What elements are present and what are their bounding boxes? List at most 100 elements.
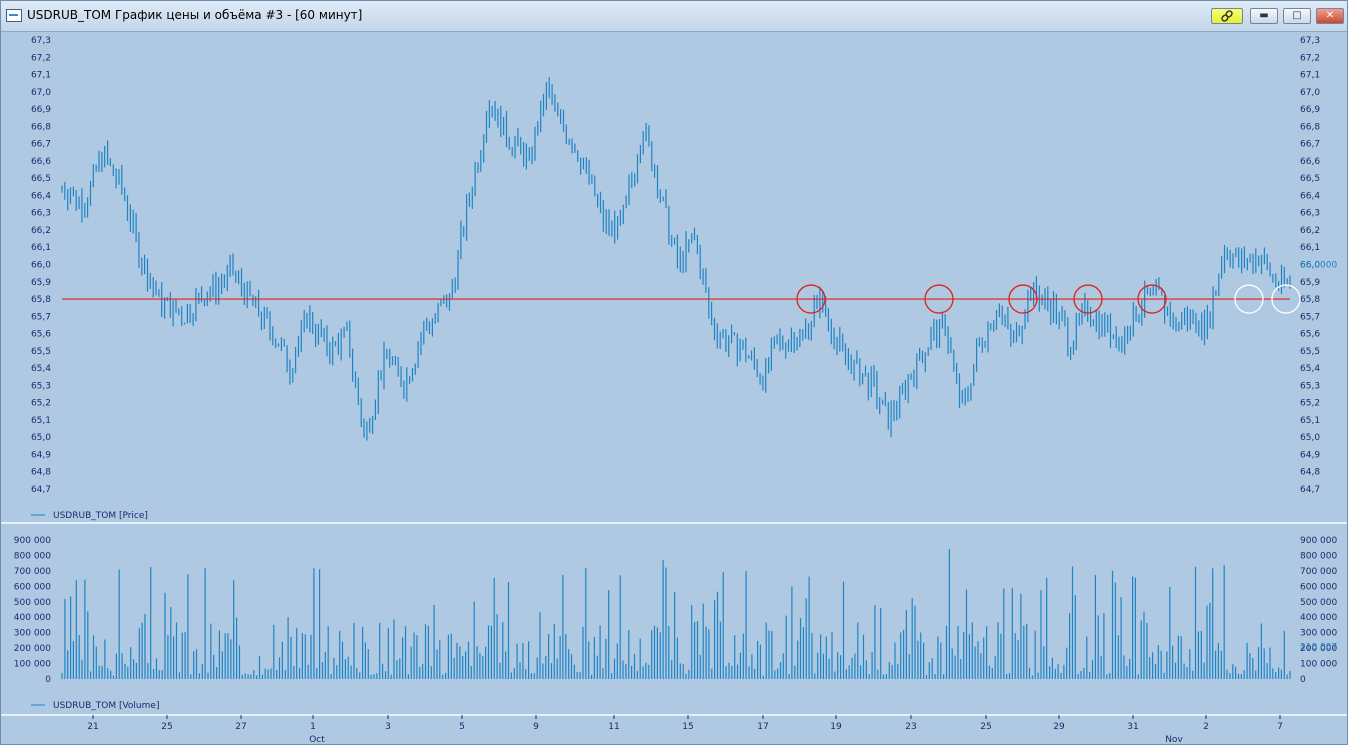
volume-axis-right: 900 000 800 000 700 000 600 000 500 000 400 0… — [1300, 536, 1337, 685]
window-title: USDRUB_TOM График цены и объёма #3 - [60… — [27, 8, 363, 22]
month-label: Nov — [1165, 735, 1183, 744]
price-tick-label: 65,5 — [31, 347, 51, 357]
price-tick-label: 66,8 — [31, 122, 51, 132]
price-tick-label: 66,4 — [31, 191, 51, 201]
price-tick-label: 65,2 — [31, 399, 51, 409]
price-panel: 67,3 67,2 67,1 67,0 66,9 66,8 66,7 66,6 66,5 66,4… — [1, 36, 1347, 524]
price-tick-label: 66,7 — [1300, 140, 1320, 150]
volume-tick-label: 100 000 — [1300, 660, 1337, 670]
price-tick-label: 66,2 — [1300, 226, 1320, 236]
price-tick-label: 65,9 — [1300, 278, 1320, 288]
link-button[interactable] — [1211, 8, 1243, 24]
price-tick-label: 65,4 — [31, 364, 51, 374]
time-tick-label: 3 — [385, 722, 391, 732]
volume-bars — [61, 549, 1291, 679]
close-icon: ✕ — [1325, 10, 1335, 21]
volume-tick-label: 900 000 — [1300, 536, 1337, 546]
price-tick-label: 66,0 — [31, 261, 51, 271]
price-tick-label: 66,4 — [1300, 191, 1320, 201]
time-tick-label: 7 — [1277, 722, 1283, 732]
price-tick-label: 67,1 — [31, 71, 51, 81]
time-tick-label: 23 — [905, 722, 916, 732]
month-label: Oct — [309, 735, 325, 744]
volume-tick-label: 0 — [45, 675, 51, 685]
price-tick-label: 67,0 — [31, 88, 51, 98]
chart-canvas[interactable]: 67,3 67,2 67,1 67,0 66,9 66,8 66,7 66,6 66,5 66,4… — [1, 31, 1347, 744]
price-legend-label: USDRUB_TOM [Price] — [53, 511, 148, 521]
price-axis-left: 67,3 67,2 67,1 67,0 66,9 66,8 66,7 66,6 66,5 66,4… — [31, 36, 51, 495]
price-tick-label: 66,0 — [1300, 261, 1320, 271]
price-tick-label: 65,0 — [1300, 433, 1320, 443]
price-tick-label: 64,8 — [1300, 468, 1320, 478]
volume-tick-label: 100 000 — [14, 660, 51, 670]
time-tick-label: 5 — [459, 722, 465, 732]
minimize-button[interactable]: ▬ — [1250, 8, 1278, 24]
price-tick-label: 66,5 — [1300, 174, 1320, 184]
price-tick-label: 66,9 — [31, 105, 51, 115]
volume-tick-label: 400 000 — [1300, 613, 1337, 623]
price-tick-label: 65,5 — [1300, 347, 1320, 357]
support-touch-circles — [796, 284, 1301, 314]
support-touch-circle — [1137, 284, 1167, 314]
support-touch-circle — [796, 284, 826, 314]
time-tick-label: 1 — [310, 722, 316, 732]
time-tick-label: 25 — [161, 722, 172, 732]
time-tick-label: 15 — [682, 722, 693, 732]
volume-axis-left: 900 000 800 000 700 000 600 000 500 000 400 0… — [14, 536, 51, 685]
price-tick-label: 67,2 — [1300, 53, 1320, 63]
price-tick-label: 66,1 — [31, 243, 51, 253]
volume-tick-label: 500 000 — [1300, 598, 1337, 608]
time-tick-label: 31 — [1127, 722, 1138, 732]
close-button[interactable]: ✕ — [1316, 8, 1344, 24]
price-tick-label: 65,2 — [1300, 399, 1320, 409]
maximize-icon: □ — [1292, 10, 1302, 21]
price-tick-label: 64,9 — [31, 450, 51, 460]
volume-tick-label: 700 000 — [14, 567, 51, 577]
price-legend: USDRUB_TOM [Price] — [31, 511, 148, 521]
price-tick-label: 66,8 — [1300, 122, 1320, 132]
time-tick-label: 11 — [608, 722, 619, 732]
volume-tick-label: 500 000 — [14, 598, 51, 608]
support-touch-circle — [924, 284, 954, 314]
price-tick-label: 67,3 — [1300, 36, 1320, 46]
price-tick-label: 65,4 — [1300, 364, 1320, 374]
time-tick-label: 19 — [830, 722, 842, 732]
title-bar[interactable]: USDRUB_TOM График цены и объёма #3 - [60… — [1, 1, 1347, 32]
price-tick-label: 65,0 — [31, 433, 51, 443]
price-tick-label: 64,9 — [1300, 450, 1320, 460]
link-icon — [1221, 10, 1233, 22]
volume-tick-label: 600 000 — [1300, 582, 1337, 592]
volume-tick-label: 700 000 — [1300, 567, 1337, 577]
price-tick-label: 66,3 — [1300, 209, 1320, 219]
volume-tick-label: 900 000 — [14, 536, 51, 546]
price-tick-label: 66,9 — [1300, 105, 1320, 115]
volume-tick-label: 800 000 — [1300, 551, 1337, 561]
time-tick-label: 25 — [980, 722, 991, 732]
support-touch-circle — [1008, 284, 1038, 314]
price-tick-label: 65,1 — [31, 416, 51, 426]
volume-tick-label: 600 000 — [14, 582, 51, 592]
price-axis-right: 67,3 67,2 67,1 67,0 66,9 66,8 66,7 66,6 66,5 66,4… — [1300, 36, 1320, 495]
price-tick-label: 65,6 — [1300, 330, 1320, 340]
volume-tick-label: 300 000 — [1300, 629, 1337, 639]
time-tick-label: 2 — [1203, 722, 1209, 732]
volume-tick-label: 200 000 — [14, 644, 51, 654]
maximize-button[interactable]: □ — [1283, 8, 1311, 24]
price-tick-label: 65,6 — [31, 330, 51, 340]
volume-legend: USDRUB_TOM [Volume] — [31, 701, 159, 711]
price-tick-label: 67,1 — [1300, 71, 1320, 81]
price-tick-label: 66,7 — [31, 140, 51, 150]
price-tick-label: 66,6 — [31, 157, 51, 167]
price-tick-label: 64,7 — [31, 485, 51, 495]
projected-touch-circle — [1234, 284, 1264, 314]
time-tick-label: 9 — [533, 722, 539, 732]
price-bars — [61, 77, 1291, 441]
price-tick-label: 67,0 — [1300, 88, 1320, 98]
price-tick-label: 65,1 — [1300, 416, 1320, 426]
volume-legend-label: USDRUB_TOM [Volume] — [53, 701, 159, 711]
minimize-icon: ▬ — [1259, 10, 1269, 21]
time-tick-label: 17 — [757, 722, 768, 732]
price-tick-label: 64,8 — [31, 468, 51, 478]
price-tick-label: 65,8 — [31, 295, 51, 305]
